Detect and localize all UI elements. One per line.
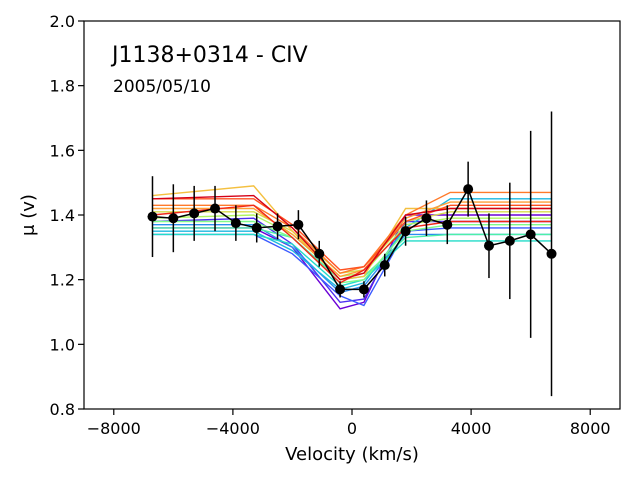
observed-point-7 xyxy=(272,221,283,232)
observed-point-12 xyxy=(379,260,390,271)
model-line-12 xyxy=(152,201,552,278)
y-axis-label: μ (v) xyxy=(18,194,39,236)
model-line-9 xyxy=(152,214,552,278)
observed-point-5 xyxy=(230,218,241,229)
x-axis-label: Velocity (km/s) xyxy=(285,444,419,465)
y-axis: 0.8 1.0 1.2 1.4 1.6 1.8 2.0 xyxy=(50,12,84,419)
model-line-10 xyxy=(152,211,552,274)
model-line-3 xyxy=(152,227,552,307)
observed-point-3 xyxy=(189,208,200,219)
observed-point-19 xyxy=(525,229,536,240)
y-tick-label-5: 1.6 xyxy=(50,141,75,160)
observed-point-14 xyxy=(421,213,432,224)
model-line-13 xyxy=(152,191,552,274)
y-tick-label-7: 2.0 xyxy=(50,12,75,31)
model-line-5 xyxy=(152,198,552,291)
observed-point-17 xyxy=(483,240,494,251)
observed-point-1 xyxy=(147,211,158,222)
observed-point-10 xyxy=(335,284,346,295)
observed-point-8 xyxy=(293,219,304,230)
observed-point-16 xyxy=(463,184,474,195)
annotation-date: 2005/05/10 xyxy=(113,77,211,97)
y-tick-label-1: 0.8 xyxy=(50,400,75,419)
y-tick-label-2: 1.0 xyxy=(50,335,75,354)
observed-point-15 xyxy=(442,219,453,230)
x-tick-label-2: −4000 xyxy=(206,419,260,438)
x-tick-label-1: −8000 xyxy=(87,419,141,438)
y-tick-label-4: 1.4 xyxy=(50,206,75,225)
model-line-16 xyxy=(152,194,552,281)
x-tick-label-5: 8000 xyxy=(570,419,611,438)
observed-point-18 xyxy=(504,235,515,246)
observed-point-13 xyxy=(400,226,411,237)
y-tick-label-3: 1.2 xyxy=(50,271,75,290)
x-tick-label-3: 0 xyxy=(347,419,357,438)
model-line-14 xyxy=(152,198,552,271)
x-axis: −8000 −4000 0 4000 8000 xyxy=(87,409,611,438)
x-tick-label-4: 4000 xyxy=(451,419,492,438)
observed-point-6 xyxy=(251,222,262,233)
observed-point-11 xyxy=(358,284,369,295)
observed-data xyxy=(147,111,557,397)
model-lines xyxy=(152,185,552,310)
observed-point-9 xyxy=(314,248,325,259)
observed-point-4 xyxy=(210,203,221,214)
observed-point-2 xyxy=(168,213,179,224)
observed-point-20 xyxy=(546,248,557,259)
model-line-6 xyxy=(152,233,552,287)
annotation-title: J1138+0314 - CIV xyxy=(110,43,308,68)
y-tick-label-6: 1.8 xyxy=(50,77,75,96)
